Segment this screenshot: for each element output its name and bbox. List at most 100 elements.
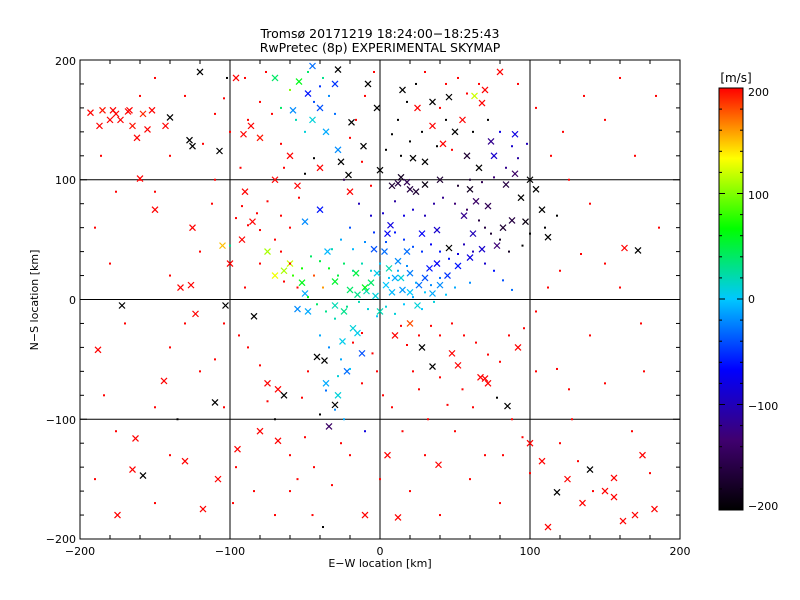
data-point-cross: [493, 242, 501, 250]
data-point-dot: [529, 232, 531, 235]
data-point-dot: [296, 478, 299, 481]
data-point-dot: [244, 286, 246, 289]
data-point-cross: [484, 202, 492, 210]
data-point-dot: [289, 490, 291, 493]
data-point-dot: [232, 502, 234, 505]
y-axis-label: N−S location [km]: [28, 250, 41, 351]
data-point-cross: [354, 329, 361, 337]
cross-stroke: [354, 291, 361, 299]
data-point-dot: [289, 454, 291, 457]
data-point-cross: [481, 86, 489, 94]
data-point-dot: [400, 324, 402, 327]
data-point-dot: [295, 118, 297, 121]
cross-stroke: [388, 182, 396, 190]
data-point-cross: [388, 182, 396, 190]
data-point-dot: [511, 145, 513, 148]
data-point-cross: [475, 164, 483, 172]
data-point-dot: [349, 136, 351, 139]
data-point-dot: [529, 472, 531, 475]
data-point-cross: [354, 291, 361, 299]
data-point-dot: [319, 413, 321, 416]
data-point-dot: [343, 262, 345, 265]
cross-stroke: [478, 99, 486, 107]
data-point-dot: [352, 341, 354, 344]
data-point-dot: [412, 370, 414, 373]
cross-stroke: [429, 122, 436, 130]
data-point-cross: [321, 357, 328, 364]
cross-stroke: [651, 505, 658, 513]
colorbar-tick-label: 200: [748, 86, 769, 99]
cross-stroke: [493, 242, 501, 250]
data-point-cross: [274, 437, 282, 445]
data-point-cross: [166, 114, 174, 121]
cross-stroke: [177, 284, 184, 291]
data-point-cross: [216, 147, 223, 155]
data-point-cross: [439, 140, 447, 148]
cross-stroke: [199, 505, 207, 513]
data-point-dot: [424, 214, 426, 217]
data-point-cross: [313, 353, 321, 361]
cross-stroke: [397, 173, 405, 181]
cross-stroke: [334, 391, 342, 399]
data-point-dot: [239, 166, 242, 169]
cross-stroke: [295, 78, 303, 85]
data-point-dot: [406, 100, 408, 103]
data-point-dot: [454, 286, 456, 289]
cross-stroke: [294, 182, 301, 190]
data-point-dot: [631, 430, 633, 433]
data-point-dot: [241, 205, 243, 208]
data-point-dot: [487, 118, 489, 121]
data-point-cross: [478, 245, 486, 253]
cross-stroke: [586, 466, 594, 473]
data-point-dot: [448, 257, 450, 260]
data-point-dot: [274, 418, 276, 421]
data-point-dot: [214, 358, 216, 361]
cross-stroke: [460, 212, 468, 220]
data-point-cross: [241, 188, 249, 196]
cross-stroke: [511, 130, 519, 138]
cross-stroke: [337, 158, 345, 166]
data-point-cross: [339, 337, 346, 345]
data-point-cross: [325, 423, 333, 430]
grid-lines: [80, 60, 680, 539]
data-point-dot: [526, 142, 528, 145]
data-point-dot: [184, 322, 186, 325]
data-point-dot: [259, 229, 261, 232]
y-tick-label: 100: [55, 174, 76, 187]
cross-stroke: [526, 176, 534, 184]
data-point-cross: [526, 176, 534, 184]
data-point-dot: [658, 226, 660, 229]
data-point-dot: [169, 346, 171, 349]
data-point-cross: [631, 511, 639, 519]
data-point-dot: [301, 396, 303, 399]
cross-stroke: [189, 224, 196, 232]
cross-stroke: [339, 337, 346, 345]
cross-stroke: [129, 466, 136, 473]
cross-stroke: [345, 171, 352, 179]
data-point-cross: [360, 142, 367, 150]
cross-stroke: [634, 246, 642, 254]
data-point-dot: [376, 370, 378, 373]
data-point-dot: [439, 250, 441, 253]
data-point-dot: [397, 118, 399, 121]
data-point-cross: [264, 379, 271, 387]
data-point-cross: [639, 451, 646, 459]
data-point-dot: [296, 286, 299, 289]
data-point-dot: [304, 172, 306, 175]
data-point-cross: [331, 302, 339, 309]
data-point-dot: [379, 262, 381, 265]
data-point-dot: [619, 76, 621, 79]
data-point-dot: [508, 250, 510, 253]
data-point-cross: [99, 106, 106, 114]
chart-title: Tromsø 20171219 18:24:00−18:25:43: [260, 26, 500, 41]
cross-stroke: [144, 126, 151, 133]
data-point-dot: [349, 367, 351, 370]
data-point-cross: [481, 375, 489, 382]
data-point-dot: [517, 157, 519, 160]
data-point-cross: [177, 284, 184, 291]
data-point-cross: [429, 122, 436, 130]
data-point-dot: [472, 130, 474, 133]
cross-stroke: [136, 175, 144, 182]
cross-stroke: [129, 122, 136, 130]
colorbar-ticks: [719, 87, 743, 511]
